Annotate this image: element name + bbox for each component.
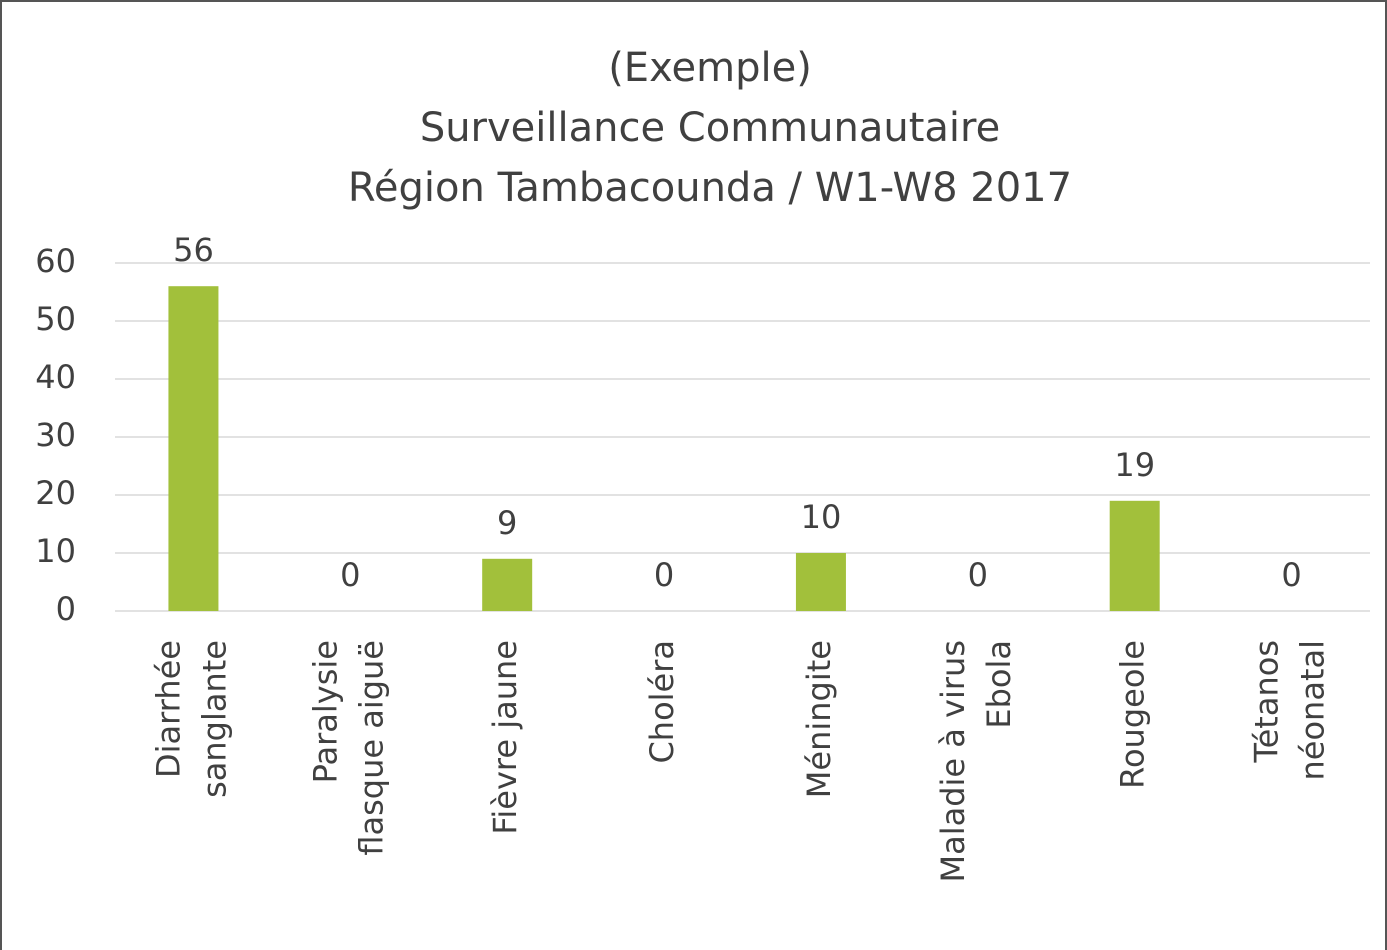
- bar: [795, 553, 846, 611]
- y-tick-label: 30: [35, 416, 76, 454]
- data-label: 0: [1281, 556, 1301, 594]
- x-tick-label: Ebola: [980, 640, 1018, 729]
- y-tick-label: 40: [35, 358, 76, 396]
- data-label: 10: [801, 498, 842, 536]
- bar: [168, 286, 219, 611]
- y-tick-label: 50: [35, 300, 76, 338]
- y-tick-label: 60: [35, 242, 76, 280]
- bar: [482, 558, 533, 611]
- x-tick-label: Maladie à virus: [934, 640, 972, 883]
- data-label: 9: [497, 504, 517, 542]
- chart-title: (Exemple): [608, 45, 812, 91]
- x-tick-label: Rougeole: [1114, 640, 1152, 789]
- data-label: 19: [1114, 446, 1155, 484]
- x-tick-label: Méningite: [800, 640, 838, 798]
- x-tick-label: Choléra: [643, 640, 681, 764]
- chart-title: Région Tambacounda / W1-W8 2017: [348, 165, 1072, 211]
- data-label: 0: [968, 556, 988, 594]
- x-tick-label: néonatal: [1294, 640, 1332, 780]
- data-label: 56: [173, 231, 214, 269]
- y-tick-label: 0: [56, 590, 76, 628]
- data-label: 0: [654, 556, 674, 594]
- data-label: 0: [340, 556, 360, 594]
- y-tick-label: 20: [35, 474, 76, 512]
- x-tick-label: sanglante: [195, 640, 233, 798]
- bar: [1109, 500, 1160, 611]
- x-tick-label: flasque aiguë: [352, 640, 390, 856]
- x-tick-label: Diarrhée: [149, 640, 187, 778]
- x-tick-label: Fièvre jaune: [486, 640, 524, 835]
- y-tick-label: 10: [35, 532, 76, 570]
- x-tick-label: Paralysie: [306, 640, 344, 783]
- x-tick-label: Tétanos: [1248, 640, 1286, 763]
- chart-title: Surveillance Communautaire: [420, 105, 1000, 151]
